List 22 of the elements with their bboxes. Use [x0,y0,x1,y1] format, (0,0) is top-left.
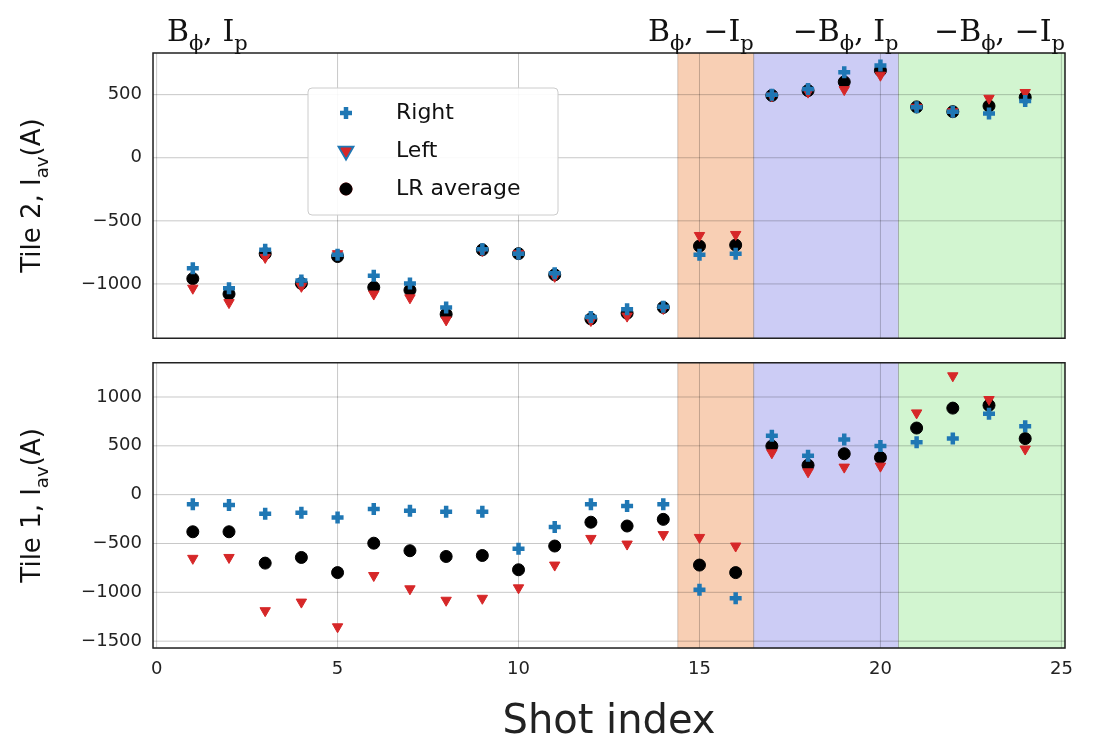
y-axis-title: Tile 1, Iav(A) [16,428,52,584]
y-tick-label: −1000 [81,580,142,601]
x-tick-label: 15 [688,657,711,679]
y-tick-label: 1000 [96,384,142,406]
y-tick-label: −500 [92,208,142,230]
y-tick-label: 0 [130,482,142,504]
x-tick-label: 0 [150,657,163,679]
x-tick-label: 5 [331,657,344,679]
y-tick-label: 500 [107,82,142,104]
legend-label: Left [396,136,438,162]
y-tick-label: 0 [130,145,142,167]
y-tick-label: 500 [107,433,142,455]
x-tick-label: 25 [1049,657,1073,679]
legend-label: LR average [396,174,521,200]
x-tick-label: 20 [868,657,892,679]
x-tick-label: 10 [507,657,530,679]
y-tick-label: −1000 [81,271,142,293]
y-tick-label: −500 [92,531,142,553]
y-tick-label: −1500 [81,628,142,650]
x-axis-title: Shot index [502,696,716,743]
legend-label: Right [396,98,455,124]
y-axis-title: Tile 2, Iav(A) [16,118,52,274]
